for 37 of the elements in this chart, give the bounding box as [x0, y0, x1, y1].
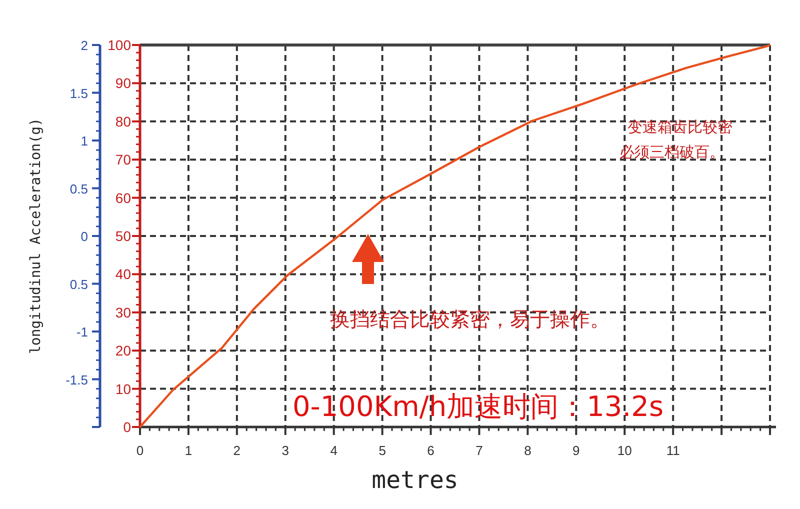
y2-tick-label: 0.5	[70, 181, 88, 196]
y-tick-label: 100	[108, 37, 132, 53]
x-tick-label: 3	[282, 443, 289, 458]
x-tick-label: 8	[524, 443, 532, 458]
y2-tick-label: 2	[80, 38, 88, 53]
y2-tick-label: -1	[76, 324, 88, 340]
y-tick-label: 80	[115, 113, 132, 130]
y-tick-label: 60	[115, 190, 132, 206]
x-tick-label: 0	[136, 443, 144, 458]
annotation: 换挡结合比较紧密，易于操作。	[330, 307, 610, 331]
y2-axis-title: longitudinul Acceleration(g)	[28, 118, 44, 354]
y-tick-label: 40	[115, 266, 132, 282]
y-tick-label: 70	[115, 152, 132, 168]
annotation: 必须三档破百。	[620, 143, 724, 161]
x-tick-label: 4	[330, 443, 338, 458]
y-tick-label: 20	[115, 342, 132, 359]
annotation: 0-100Km/h加速时间：13.2s	[292, 390, 664, 423]
x-tick-label: 7	[476, 443, 483, 458]
y-tick-label: 30	[115, 304, 132, 320]
x-tick-label: 11	[666, 443, 680, 458]
x-tick-label: 10	[617, 443, 632, 458]
x-tick-label: 6	[427, 443, 434, 458]
y2-tick-label: 1.5	[70, 86, 88, 101]
y-tick-label: 10	[115, 380, 132, 397]
y2-tick-label: 0.5	[70, 276, 88, 292]
y2-tick-label: 0	[80, 229, 88, 244]
y-tick-label: 0	[123, 419, 132, 435]
y-tick-label: 90	[115, 75, 132, 92]
x-axis-title: metres	[372, 466, 458, 494]
x-tick-label: 2	[233, 443, 241, 458]
x-tick-label: 9	[572, 443, 580, 458]
x-tick-label: 5	[378, 443, 386, 458]
x-tick-label: 1	[184, 443, 192, 458]
y-tick-label: 50	[115, 228, 132, 244]
y2-tick-label: -1.5	[66, 372, 88, 388]
annotation: 变速箱齿比较密	[628, 118, 732, 136]
y2-tick-label: 1	[80, 134, 88, 148]
